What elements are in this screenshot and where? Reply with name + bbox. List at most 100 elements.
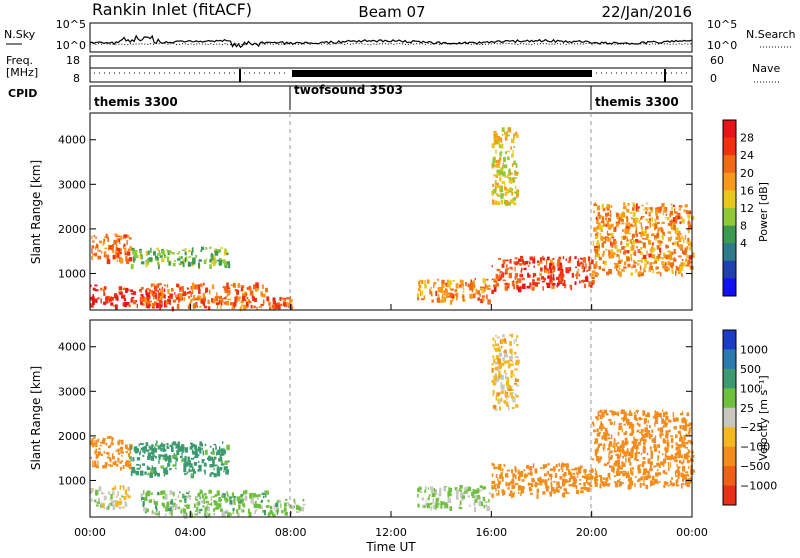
velocity-cell [229, 496, 233, 499]
velocity-cell [250, 498, 254, 504]
velocity-cell [128, 453, 130, 457]
power-cell [552, 257, 555, 260]
velocity-cell [683, 477, 687, 480]
velocity-cell [219, 446, 221, 452]
power-cell [601, 242, 605, 248]
power-cell [611, 254, 615, 259]
velocity-cell [591, 475, 594, 479]
velocity-cell [448, 492, 451, 497]
power-cell [150, 300, 152, 303]
power-cell [605, 248, 608, 251]
power-cell [116, 244, 118, 247]
velocity-cell [595, 478, 599, 482]
power-cell [688, 255, 692, 260]
velocity-cell [509, 334, 512, 337]
velocity-cell [562, 463, 567, 467]
velocity-cell [419, 491, 423, 494]
velocity-cell [576, 473, 579, 476]
velocity-cell [625, 431, 628, 435]
velocity-cell [688, 428, 691, 433]
power-cell [171, 252, 175, 255]
velocity-cell [261, 492, 266, 495]
velocity-cell [513, 382, 518, 385]
velocity-cell [156, 472, 160, 477]
power-cell [103, 301, 107, 305]
velocity-cell [511, 388, 514, 391]
velocity-cell [120, 460, 124, 462]
power-cell [211, 284, 215, 289]
velocity-cell [172, 455, 174, 459]
power-cell [580, 261, 582, 264]
power-cell [252, 296, 255, 302]
velocity-cell [431, 488, 434, 494]
power-cell [656, 221, 660, 224]
power-cell [511, 191, 514, 196]
velocity-cell [498, 399, 501, 405]
velocity-cell [194, 444, 197, 450]
velocity-cell [226, 444, 230, 451]
power-cell [116, 248, 121, 254]
velocity-cell [94, 499, 97, 503]
power-cell [689, 265, 693, 269]
power-cell [154, 285, 156, 289]
power-cell [684, 204, 688, 208]
power-cell [220, 301, 223, 306]
power-cell [192, 295, 196, 300]
power-cell [172, 262, 176, 267]
velocity-cell [438, 492, 442, 497]
velocity-cell [214, 494, 218, 497]
velocity-cell [619, 452, 622, 458]
velocity-cell [496, 483, 500, 486]
velocity-cell [491, 473, 494, 478]
velocity-cell [225, 498, 229, 502]
colorbar-swatch [723, 225, 736, 244]
velocity-cell [659, 434, 662, 438]
velocity-cell [276, 512, 279, 515]
power-cell [542, 286, 544, 291]
power-cell [208, 289, 211, 295]
power-cell [224, 261, 227, 266]
power-cell [640, 272, 644, 277]
velocity-cell [171, 505, 174, 510]
velocity-cell [614, 481, 617, 484]
power-cell [621, 212, 626, 218]
velocity-cell [540, 467, 543, 469]
velocity-cell [667, 462, 669, 467]
power-cell [627, 229, 630, 234]
power-cell [452, 297, 454, 302]
power-cell [282, 301, 285, 307]
power-cell [186, 287, 189, 290]
velocity-cell [499, 468, 502, 472]
velocity-cell [608, 418, 612, 422]
velocity-cell [576, 476, 579, 478]
power-cell [602, 260, 605, 264]
power-cell [190, 299, 193, 303]
velocity-cell [532, 463, 535, 468]
power-cell [141, 303, 145, 306]
power-cell [669, 210, 673, 216]
velocity-cell [641, 432, 643, 436]
power-cell [133, 250, 137, 256]
power-cell [596, 231, 599, 235]
velocity-cell [98, 448, 101, 450]
velocity-cell [572, 475, 576, 480]
velocity-cell [513, 338, 515, 345]
power-cell [686, 254, 689, 259]
power-cell [107, 244, 111, 250]
velocity-cell [183, 467, 187, 473]
velocity-cell [605, 484, 610, 486]
power-cell [646, 202, 648, 205]
velocity-cell [112, 491, 115, 496]
power-cell [437, 278, 439, 281]
velocity-cell [500, 472, 503, 476]
velocity-cell [155, 471, 158, 475]
power-cell [654, 223, 658, 229]
velocity-cell [548, 473, 553, 478]
power-cell [649, 207, 653, 211]
power-cell [182, 258, 185, 264]
velocity-cell [216, 470, 221, 477]
power-cell [510, 146, 512, 150]
velocity-cell [216, 490, 220, 496]
power-cell [473, 284, 476, 288]
power-cell [493, 284, 497, 288]
